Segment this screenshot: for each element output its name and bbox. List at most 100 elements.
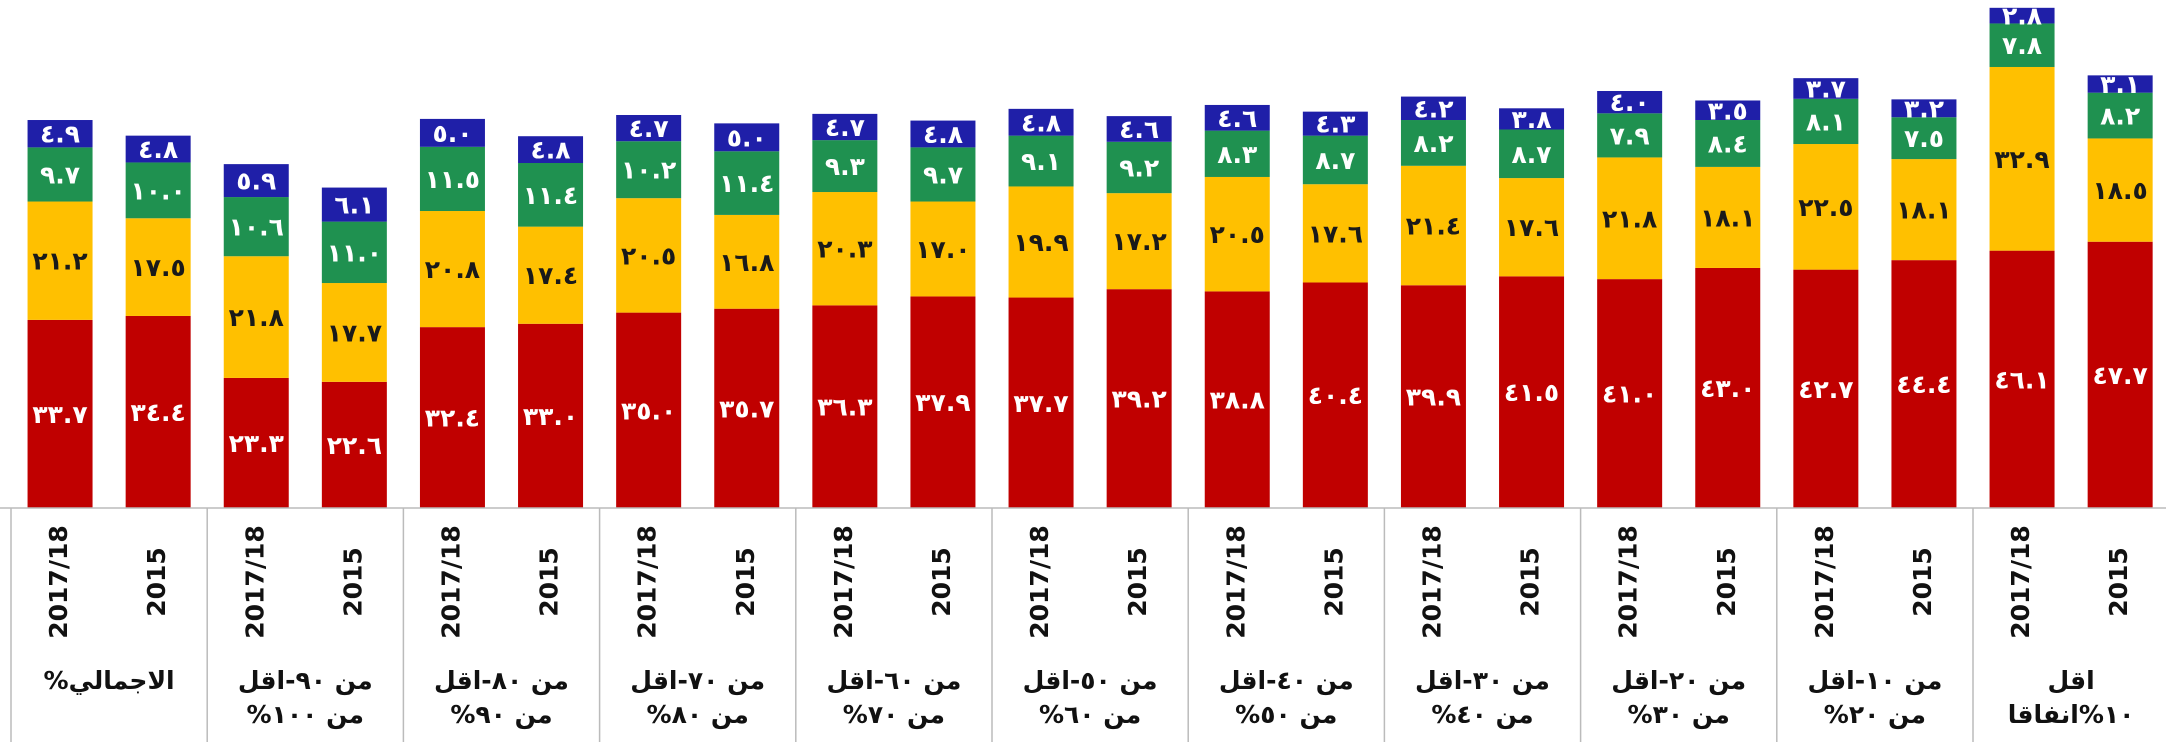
value-label: ١٧.٠	[915, 235, 970, 264]
value-label: ٢.٨	[2002, 2, 2042, 31]
value-label: ٤.٣	[1315, 110, 1355, 139]
value-label: ٤.٦	[1217, 104, 1257, 133]
value-label: ٢٢.٥	[1798, 193, 1853, 222]
x-tick-label: 2017/18	[1025, 525, 1054, 639]
value-label: ٣٢.٤	[425, 404, 480, 433]
value-label: ٢٠.٣	[817, 235, 872, 264]
value-label: ٣٧.٧	[1013, 389, 1068, 418]
value-label: ٤.٨	[531, 136, 571, 165]
x-tick-label: 2015	[535, 547, 564, 617]
value-label: ٤.٧	[825, 113, 865, 142]
value-label: ١١.٥	[425, 165, 480, 194]
value-label: ٤١.٥	[1504, 378, 1559, 407]
value-label: ٨.١	[1806, 107, 1846, 136]
value-label: ٨.٧	[1315, 146, 1355, 175]
value-label: ٣٥.٧	[719, 394, 774, 423]
value-label: ١٨.١	[1700, 203, 1755, 232]
value-label: ٢١.٨	[229, 303, 284, 332]
x-tick-label: 2015	[2104, 547, 2133, 617]
x-tick-label: 2015	[1516, 547, 1545, 617]
value-label: ٣٧.٩	[915, 388, 970, 417]
value-label: ١١.٠	[327, 238, 382, 267]
value-label: ٣٣.٧	[32, 400, 87, 429]
x-tick-label: 2015	[338, 547, 367, 617]
group-label: من ٢٠-اقل من ٣٠%	[1599, 664, 1759, 732]
value-label: ٧.٥	[1904, 124, 1944, 153]
value-label: ٤.٨	[923, 120, 963, 149]
value-label: ٣٩.٢	[1112, 385, 1167, 414]
group-label: من ٤٠-اقل من ٥٠%	[1206, 664, 1366, 732]
value-label: ٤.٦	[1119, 115, 1159, 144]
value-label: ٢١.٤	[1406, 212, 1461, 241]
value-label: ٣.٢	[1904, 94, 1944, 123]
x-tick-label: 2017/18	[1810, 525, 1839, 639]
value-label: ٨.٧	[1512, 140, 1552, 169]
x-tick-label: 2015	[1123, 547, 1152, 617]
value-label: ٤.٢	[1413, 94, 1453, 123]
value-label: ٤.٨	[138, 135, 178, 164]
value-label: ٣٤.٤	[131, 398, 186, 427]
value-label: ١١.٤	[719, 169, 774, 198]
value-label: ٣.٧	[1806, 74, 1846, 103]
value-label: ٢٢.٦	[327, 431, 382, 460]
value-label: ١٧.٦	[1308, 219, 1363, 248]
value-label: ٩.٧	[40, 160, 80, 189]
value-label: ٤.٩	[40, 120, 80, 149]
value-label: ٩.١	[1021, 147, 1061, 176]
value-label: ٤.٨	[1021, 108, 1061, 137]
x-tick-label: 2017/18	[1614, 525, 1643, 639]
value-label: ٥.٩	[236, 167, 276, 196]
x-tick-label: 2017/18	[1221, 525, 1250, 639]
value-label: ٣٢.٩	[1994, 145, 2049, 174]
value-label: ٣٨.٨	[1210, 386, 1265, 415]
value-label: ٧.٩	[1610, 121, 1650, 150]
value-label: ٧.٨	[2002, 31, 2042, 60]
x-tick-label: 2017/18	[240, 525, 269, 639]
value-label: ١٨.١	[1896, 196, 1951, 225]
value-label: ١٦.٨	[719, 248, 774, 277]
value-label: ٣٦.٣	[817, 393, 872, 422]
value-label: ١٧.٤	[523, 261, 578, 290]
value-label: ٤٤.٤	[1896, 370, 1951, 399]
value-label: ١٧.٢	[1112, 227, 1167, 256]
value-label: ١٧.٦	[1504, 213, 1559, 242]
x-tick-label: 2017/18	[633, 525, 662, 639]
value-label: ٤٠.٤	[1308, 381, 1363, 410]
value-label: ١٨.٥	[2093, 176, 2148, 205]
value-label: ٢٠.٥	[621, 241, 676, 270]
value-label: ٦.١	[334, 191, 374, 220]
x-tick-label: 2015	[1712, 547, 1741, 617]
x-tick-label: 2017/18	[44, 525, 73, 639]
x-tick-label: 2017/18	[436, 525, 465, 639]
value-label: ١٩.٩	[1013, 228, 1068, 257]
value-label: ٢٠.٥	[1210, 220, 1265, 249]
value-label: ٣٥.٠	[621, 396, 676, 425]
value-label: ١١.٤	[523, 181, 578, 210]
x-tick-label: 2015	[1319, 547, 1348, 617]
value-label: ٤٦.١	[1994, 365, 2049, 394]
value-label: ١٧.٧	[327, 318, 382, 347]
value-label: ٩.٢	[1119, 153, 1159, 182]
group-label: من ٣٠-اقل من ٤٠%	[1402, 664, 1562, 732]
page: ٣٣.٧٢١.٢٩.٧٤.٩٣٤.٤١٧.٥١٠.٠٤.٨٢٣.٣٢١.٨١٠.…	[0, 0, 2166, 742]
value-label: ٣.٨	[1512, 105, 1552, 134]
group-label: اقل ١٠%انفاقا	[1991, 664, 2151, 732]
value-label: ٥.٠	[727, 123, 767, 152]
x-tick-label: 2015	[927, 547, 956, 617]
value-label: ٤٧.٧	[2093, 361, 2148, 390]
value-label: ٤٣.٠	[1700, 374, 1755, 403]
value-label: ٥.٠	[432, 119, 472, 148]
value-label: ٣٣.٠	[523, 402, 578, 431]
value-label: ٩.٣	[825, 152, 865, 181]
x-tick-label: 2015	[142, 547, 171, 617]
group-label: من ٨٠-اقل من ٩٠%	[421, 664, 581, 732]
value-label: ٨.٣	[1217, 140, 1257, 169]
value-label: ٢١.٨	[1602, 204, 1657, 233]
group-label: الاجمالي%	[29, 664, 189, 698]
value-label: ٣.٥	[1708, 96, 1748, 125]
value-label: ٨.٢	[1413, 129, 1453, 158]
value-label: ٣.١	[2100, 70, 2140, 99]
value-label: ٢٠.٨	[425, 255, 480, 284]
value-label: ٣٩.٩	[1406, 383, 1461, 412]
value-label: ٢٣.٣	[229, 429, 284, 458]
